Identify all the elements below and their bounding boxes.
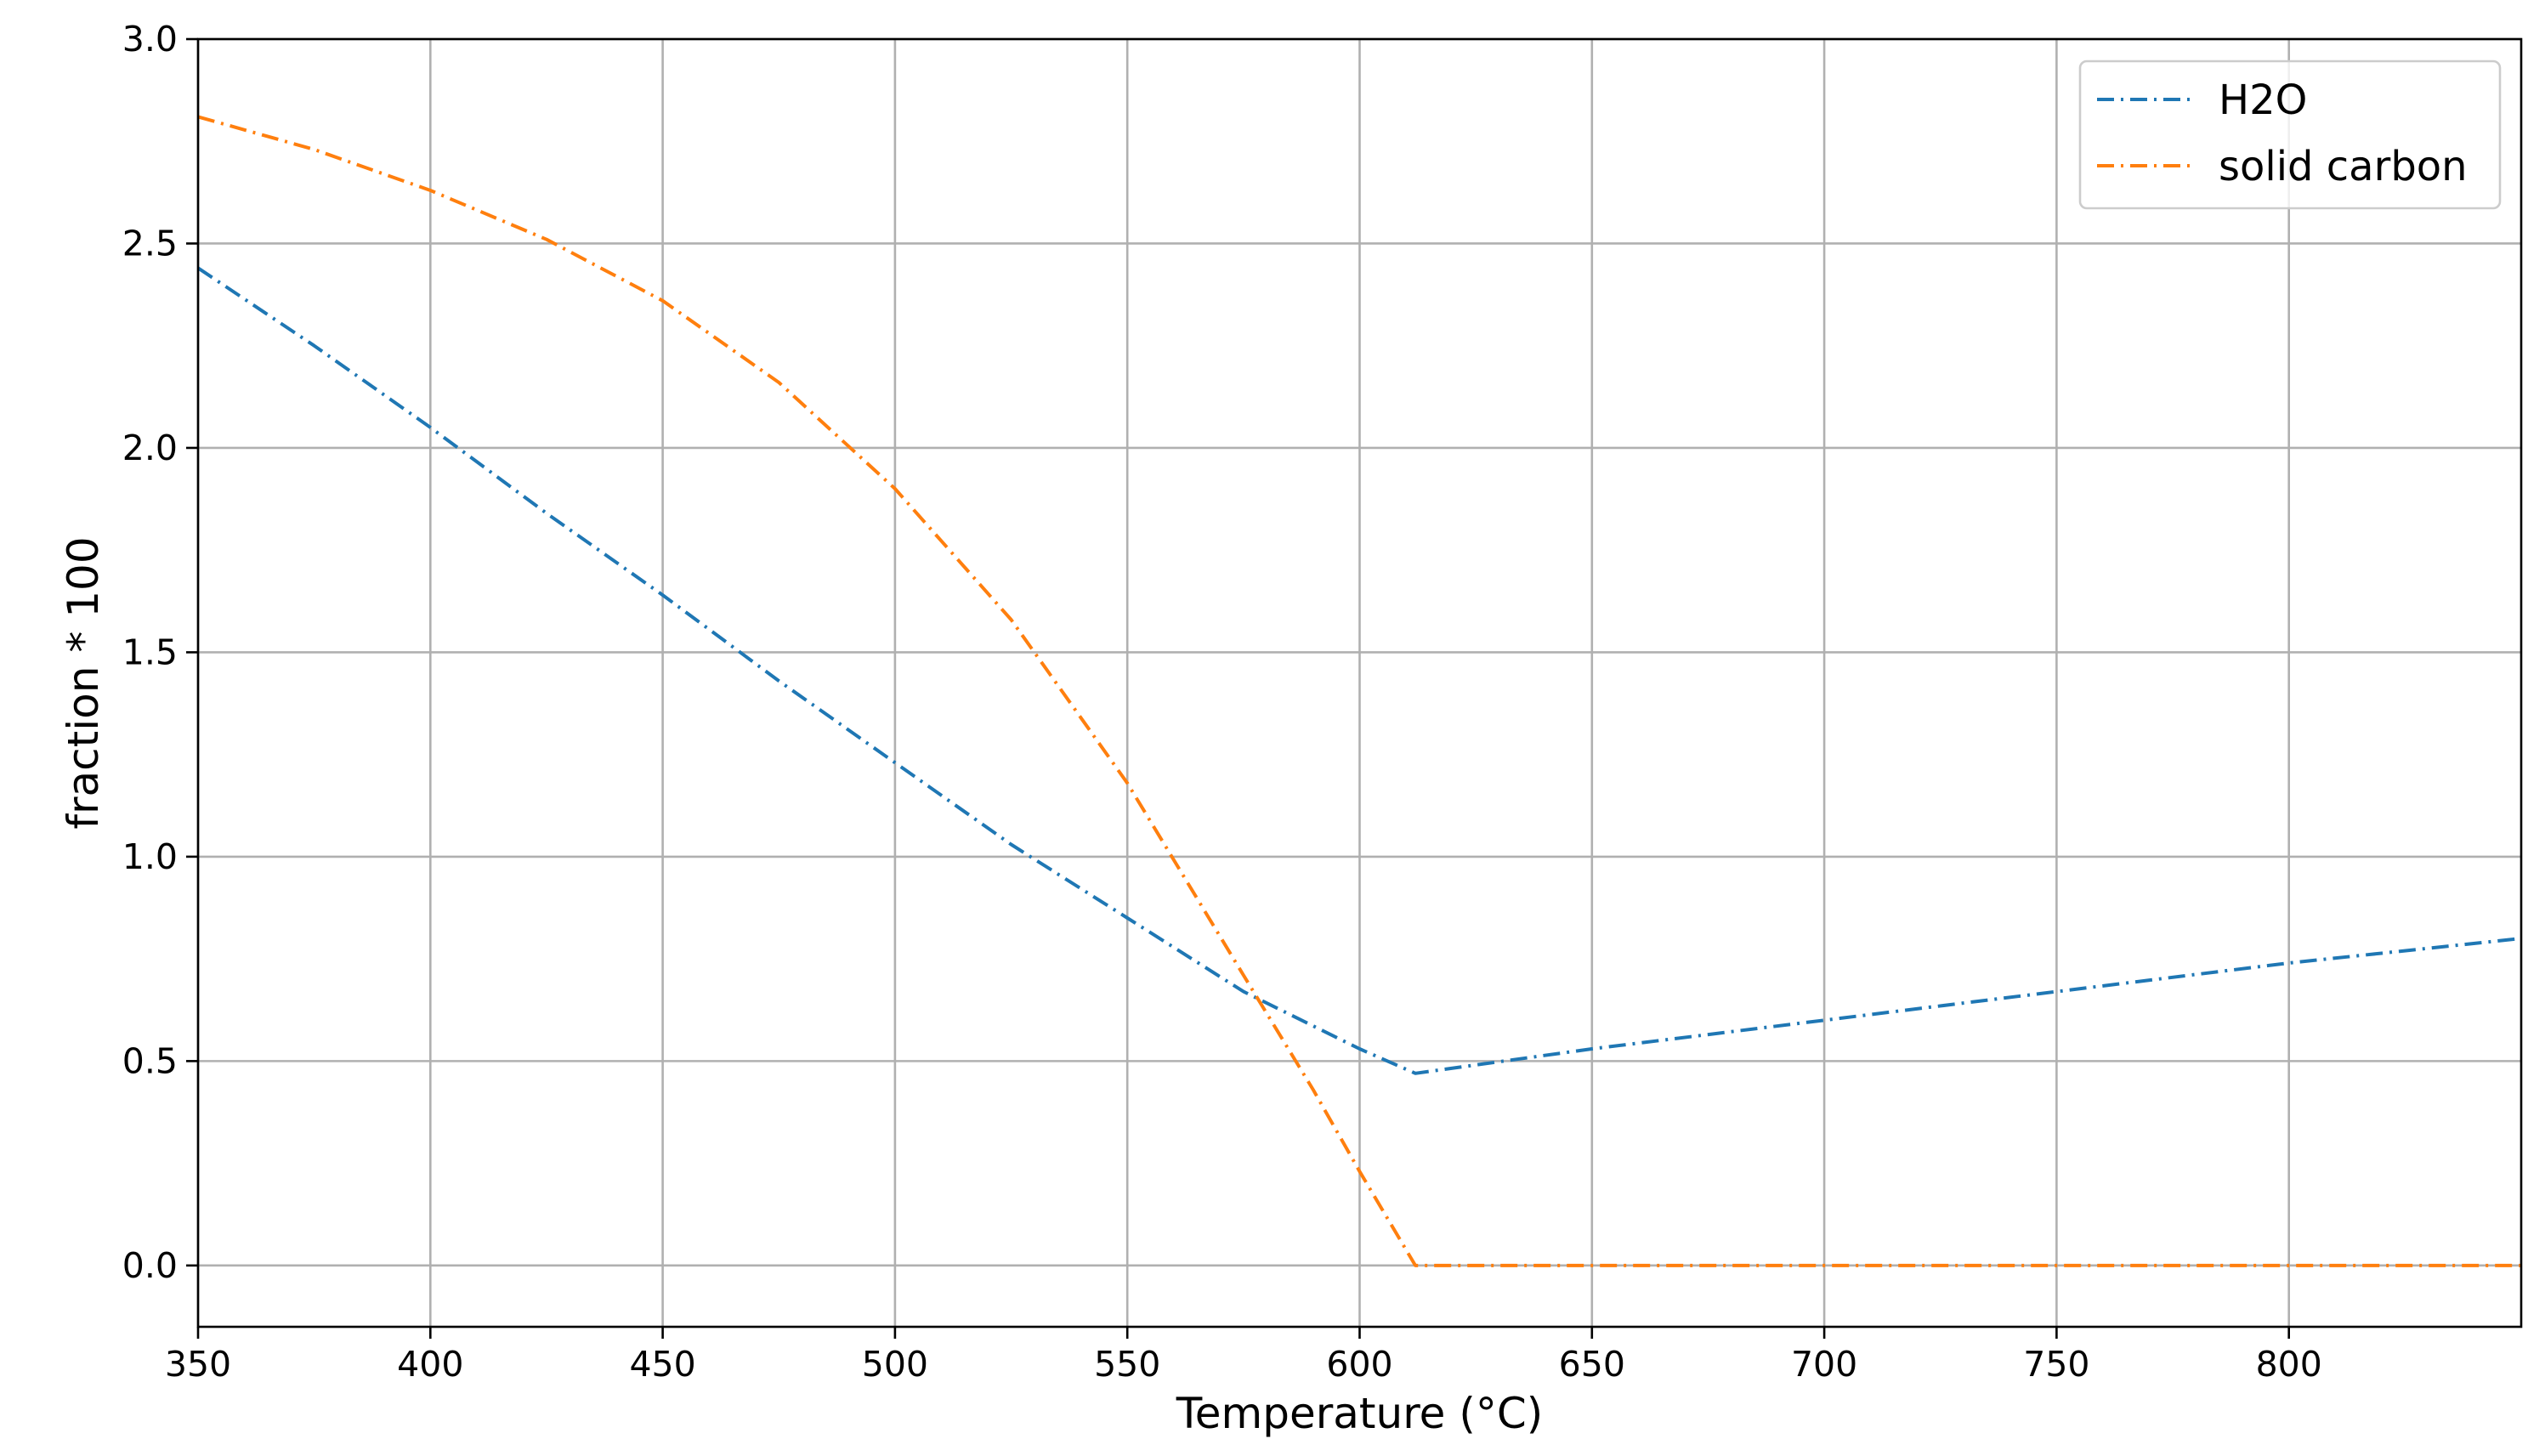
- x-tick-label: 650: [1559, 1344, 1625, 1385]
- grid-lines: [196, 37, 2521, 1327]
- x-tick-label: 500: [862, 1344, 928, 1385]
- legend-label-1: H2O: [2219, 76, 2307, 124]
- y-tick-label: 0.0: [122, 1245, 178, 1286]
- series-line-1: [196, 266, 2522, 1075]
- legend-box: [2078, 59, 2502, 210]
- x-tick-label: 550: [1094, 1344, 1160, 1385]
- x-tick-label: 350: [165, 1344, 231, 1385]
- legend-label-2: solid carbon: [2219, 143, 2468, 190]
- x-tick-label: 700: [1791, 1344, 1857, 1385]
- x-axis-label: Temperature (°C): [1176, 1389, 1544, 1438]
- y-tick-label: 3.0: [122, 19, 178, 59]
- y-tick-label: 1.0: [122, 836, 178, 877]
- y-tick-label: 0.5: [122, 1040, 178, 1081]
- x-tick-label: 400: [397, 1344, 463, 1385]
- y-axis-label: fraction * 100: [59, 536, 108, 829]
- x-tick-label: 750: [2023, 1344, 2089, 1385]
- x-tick-label: 800: [2256, 1344, 2322, 1385]
- x-tick-label: 450: [629, 1344, 695, 1385]
- legend: H2O solid carbon: [2078, 59, 2502, 210]
- y-tick-label: 2.5: [122, 223, 178, 263]
- y-tick-label: 2.0: [122, 428, 178, 468]
- x-tick-label: 600: [1326, 1344, 1392, 1385]
- series-lines: [196, 115, 2522, 1267]
- axis-ticks: 350 400 450 500 550 600 650 700 750 800 0.0 0.5 1.0 1…: [122, 19, 2322, 1385]
- y-tick-label: 1.5: [122, 632, 178, 672]
